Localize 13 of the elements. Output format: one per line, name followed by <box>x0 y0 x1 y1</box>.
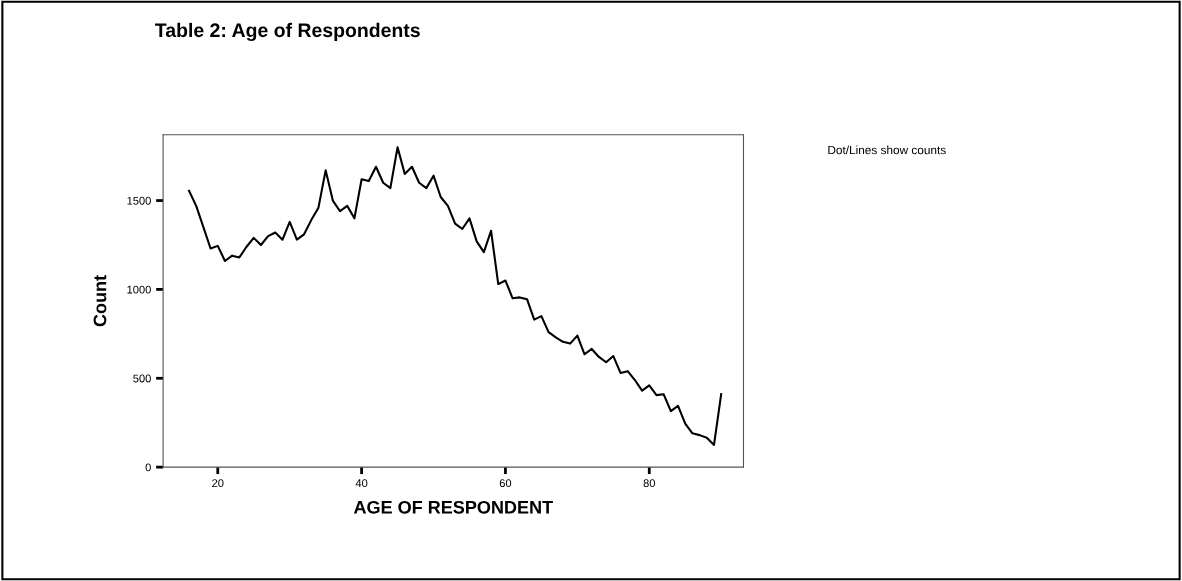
y-tick-label: 1000 <box>127 285 151 294</box>
y-tick-label: 500 <box>133 374 151 383</box>
y-tick-label: 1500 <box>127 196 151 205</box>
x-tick-label: 60 <box>499 479 512 488</box>
chart-title: Table 2: Age of Respondents <box>155 22 420 42</box>
text: Dot/Lines show counts <box>828 145 946 155</box>
x-tick-label: 80 <box>643 479 656 488</box>
y-tick-label: 0 <box>145 463 151 472</box>
y-axis-title: Count <box>93 275 107 327</box>
x-axis-title: AGE OF RESPONDENT <box>353 500 553 514</box>
x-tick-label: 40 <box>355 479 368 488</box>
x-tick-label: 20 <box>212 479 224 488</box>
line-series <box>187 146 723 446</box>
